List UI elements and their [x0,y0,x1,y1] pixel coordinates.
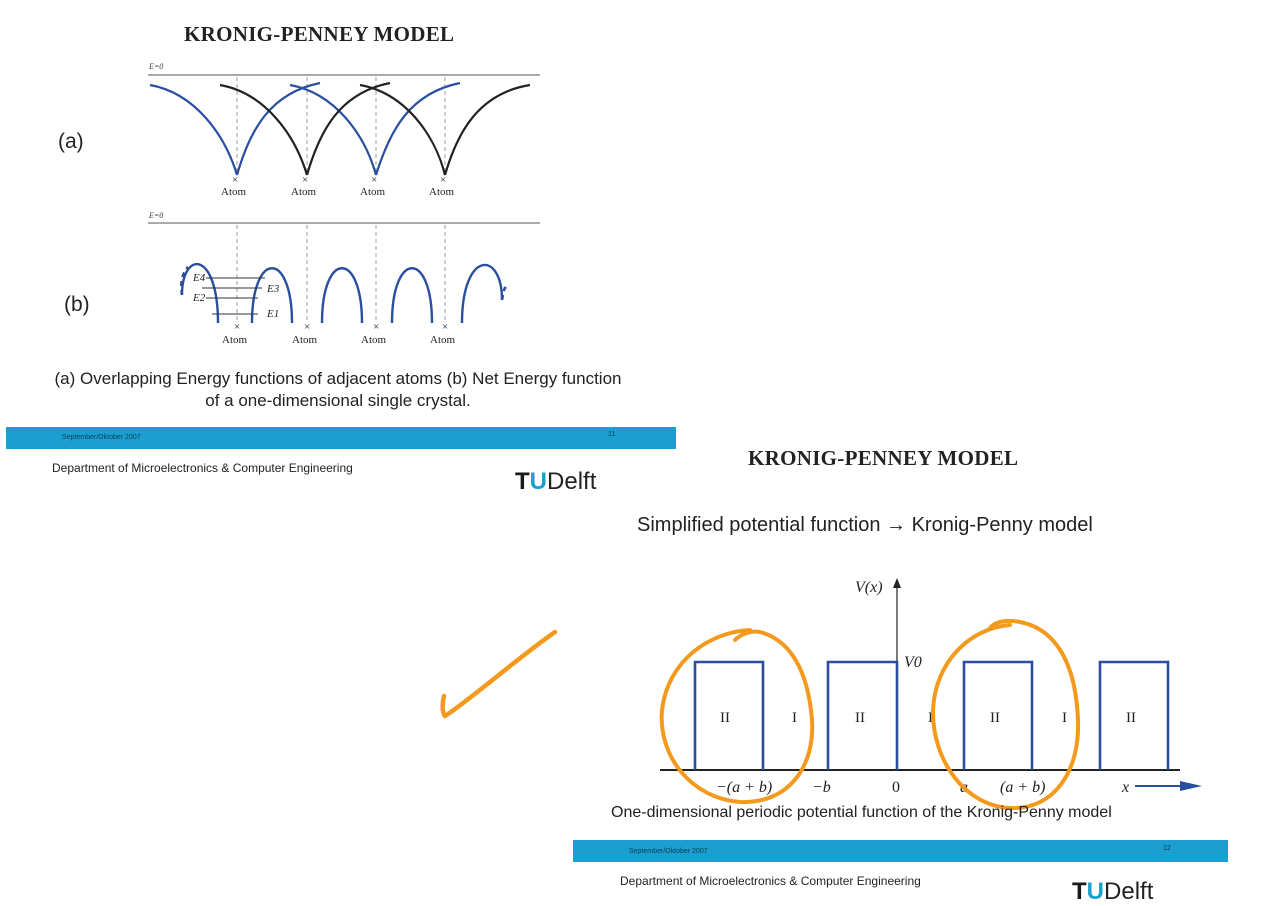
footer-date: September/Oktober 2007 [629,848,708,855]
atom-marker: × [234,321,240,333]
caption-line-1: (a) Overlapping Energy functions of adja… [54,369,622,388]
region-label: I [928,710,933,726]
x-tick-label: (a + b) [1000,779,1045,796]
atom-labels-a: × × × × Atom Atom Atom Atom [221,174,455,198]
x-tick-label: 0 [892,779,900,796]
footer-date: September/Oktober 2007 [62,434,141,441]
x-tick-label: x [1121,779,1129,796]
orange-circle-left [659,628,815,805]
atom-marker: × [442,321,448,333]
atom-label: Atom [291,186,317,198]
x-tick-label: −(a + b) [716,779,772,796]
atom-marker: × [302,174,308,186]
region-label: II [720,710,730,726]
v0-label: V0 [904,654,922,671]
atom-labels-b: × × × × Atom Atom Atom Atom [222,321,456,346]
atom-guides-b [236,225,446,323]
x-axis-arrow [1180,781,1202,791]
energy-function-diagram: E=0 × × × × Atom Atom At [148,62,540,346]
energy-zero-label-a: E=0 [148,62,163,71]
potential-barriers [693,660,1170,770]
atom-guides-a [236,77,446,175]
region-label: II [1126,710,1136,726]
slide-11-title: KRONIG-PENNEY MODEL [184,22,455,46]
atom-marker: × [373,321,379,333]
atom-marker: × [440,174,446,186]
x-tick-label: −b [812,779,831,796]
black-energy-curves [219,81,531,176]
region-label: II [990,710,1000,726]
region-label: II [855,710,865,726]
slide-12-caption: One-dimensional periodic potential funct… [611,804,1112,821]
orange-circle-annotations [659,618,1081,810]
potential-function-diagram: V(x) V0 II I II I II I II −(a + b) −b 0 … [659,578,1202,810]
blue-energy-curves [149,81,461,176]
atom-label: Atom [222,334,248,346]
atom-marker: × [232,174,238,186]
department-name: Department of Microelectronics & Compute… [52,461,353,475]
atom-marker: × [304,321,310,333]
panel-b-label: (b) [64,293,90,316]
atom-label: Atom [430,334,456,346]
slide-12-title: KRONIG-PENNEY MODEL [748,446,1019,470]
region-labels: II I II I II I II [720,710,1136,726]
energy-zero-label-b: E=0 [148,211,163,220]
slide-12-subtitle: Simplified potential function → Kronig-P… [637,514,1093,536]
footer-page-number: 11 [608,431,616,438]
energy-level-labels: E4 E2 E3 E1 [192,272,280,320]
y-axis-label: V(x) [855,579,883,596]
energy-levels [202,277,265,315]
level-label-e4: E4 [192,272,206,284]
atom-marker: × [371,174,377,186]
atom-label: Atom [429,186,455,198]
slide-12-footer-bar: September/Oktober 2007 12 [573,840,1228,862]
level-label-e3: E3 [266,283,280,295]
orange-circle-right [930,618,1081,810]
panel-a-label: (a) [58,130,84,153]
tudelft-logo: TUDelft [1072,878,1154,905]
atom-label: Atom [361,334,387,346]
region-label: I [792,710,797,726]
net-energy-arches [180,263,508,324]
footer-page-number: 12 [1163,845,1171,852]
y-axis-arrow [893,578,901,588]
region-label: I [1062,710,1067,726]
slide-11-caption: (a) Overlapping Energy functions of adja… [18,368,658,412]
level-label-e2: E2 [192,292,206,304]
slide-11-footer-bar: September/Oktober 2007 11 [6,427,676,449]
atom-label: Atom [360,186,386,198]
caption-line-2: of a one-dimensional single crystal. [205,391,471,410]
atom-label: Atom [292,334,318,346]
department-name: Department of Microelectronics & Compute… [620,874,921,888]
tudelft-logo: TUDelft [515,468,597,495]
atom-label: Atom [221,186,247,198]
orange-checkmark [440,629,558,719]
level-label-e1: E1 [266,308,279,320]
